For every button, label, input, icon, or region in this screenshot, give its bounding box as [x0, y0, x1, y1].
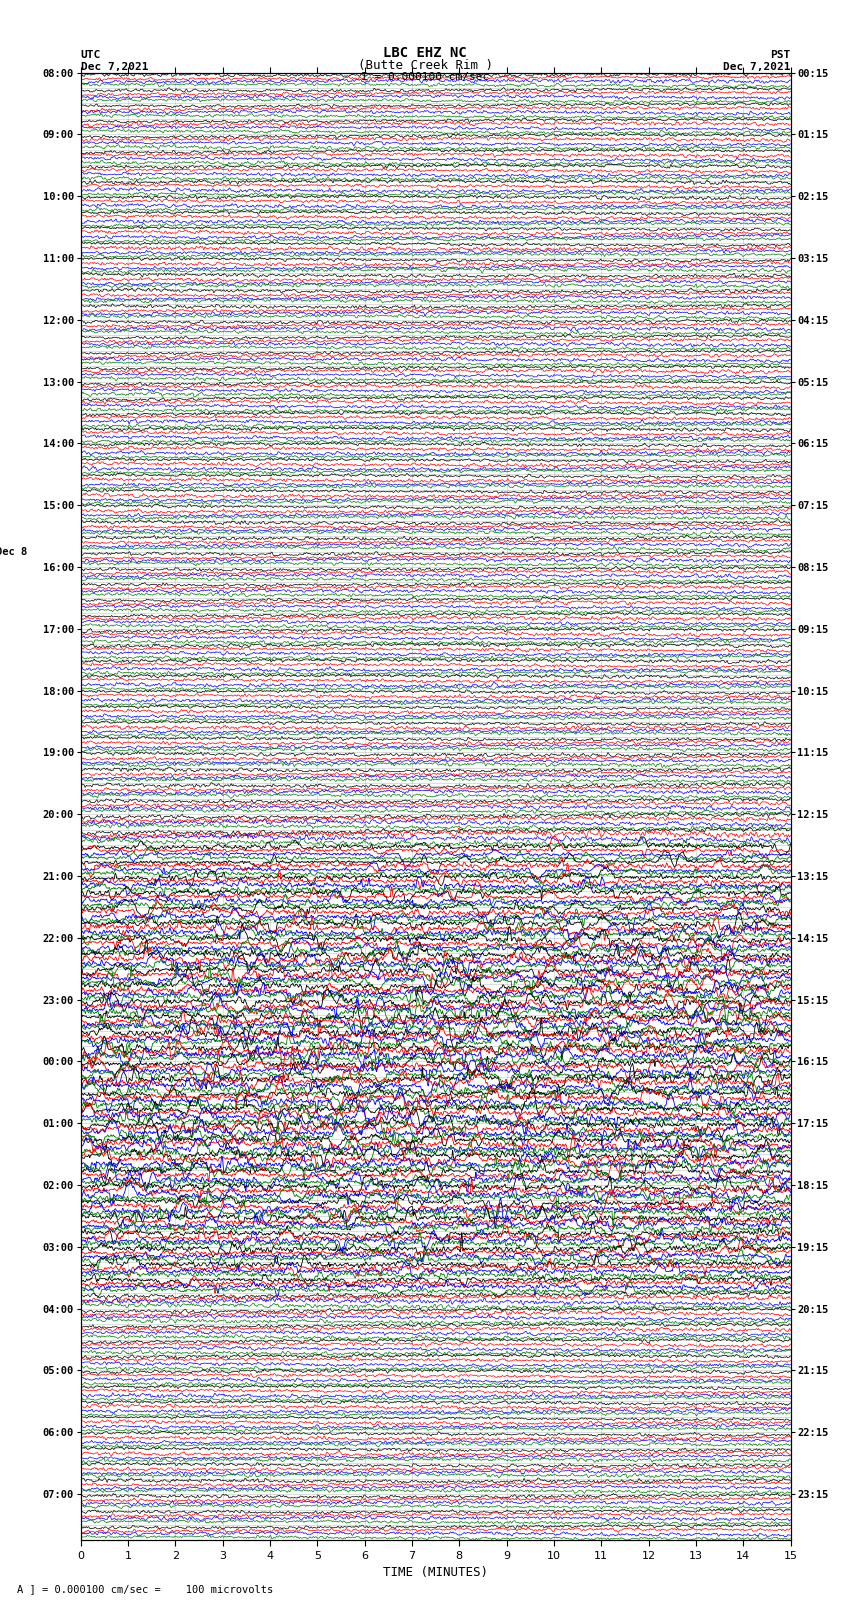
X-axis label: TIME (MINUTES): TIME (MINUTES)	[383, 1566, 488, 1579]
Text: Dec 7,2021: Dec 7,2021	[81, 61, 148, 71]
Text: I = 0.000100 cm/sec: I = 0.000100 cm/sec	[361, 73, 489, 82]
Text: Dec 8: Dec 8	[0, 547, 27, 556]
Text: Dec 7,2021: Dec 7,2021	[723, 61, 791, 71]
Text: UTC: UTC	[81, 50, 101, 60]
Text: A ] = 0.000100 cm/sec =    100 microvolts: A ] = 0.000100 cm/sec = 100 microvolts	[17, 1584, 273, 1594]
Text: PST: PST	[770, 50, 790, 60]
Text: (Butte Creek Rim ): (Butte Creek Rim )	[358, 58, 492, 71]
Text: LBC EHZ NC: LBC EHZ NC	[383, 47, 467, 60]
